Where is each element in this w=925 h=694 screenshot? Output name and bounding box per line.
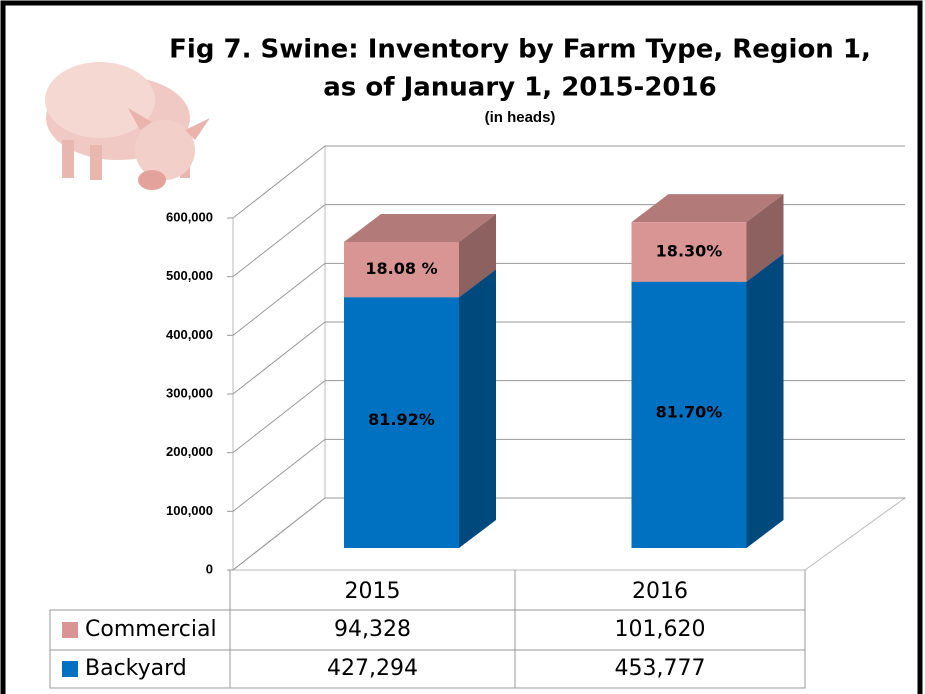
legend-label: Commercial (85, 617, 217, 642)
y-tick-label: 100,000 (166, 503, 213, 518)
data-label: 81.92% (368, 410, 435, 429)
x-tick-label: 2015 (345, 579, 401, 604)
bar-side (747, 254, 784, 548)
grid-line (233, 205, 905, 277)
table-cell: 453,777 (615, 656, 706, 681)
grid-line (233, 439, 905, 511)
grid-line (233, 146, 905, 218)
grid-line (233, 322, 905, 394)
y-tick-label: 300,000 (166, 385, 213, 400)
y-tick-label: 600,000 (166, 209, 213, 224)
page: {"chart_data": {"type": "bar3d_stacked",… (0, 0, 925, 694)
floor (233, 498, 905, 570)
legend-label: Backyard (85, 656, 187, 681)
chart-title: Fig 7. Swine: Inventory by Farm Type, Re… (169, 35, 871, 65)
pig-illustration (45, 62, 210, 190)
y-tick-label: 400,000 (166, 327, 213, 342)
legend-swatch (62, 622, 78, 638)
grid-line (233, 263, 905, 335)
grid-line (233, 381, 905, 453)
table-cell: 427,294 (327, 656, 418, 681)
grid-line (233, 498, 905, 570)
chart: Fig 7. Swine: Inventory by Farm Type, Re… (0, 0, 925, 694)
y-tick-label: 500,000 (166, 268, 213, 283)
data-label: 81.70% (656, 402, 723, 421)
table-cell: 101,620 (615, 617, 706, 642)
data-label: 18.08 % (365, 259, 437, 278)
chart-subtitle: (in heads) (485, 109, 556, 126)
legend-swatch (62, 661, 78, 677)
bar-side (459, 269, 496, 548)
x-tick-label: 2016 (632, 579, 688, 604)
data-label: 18.30% (656, 241, 723, 260)
y-tick-label: 0 (206, 561, 213, 576)
y-tick-label: 200,000 (166, 444, 213, 459)
table-cell: 94,328 (334, 617, 411, 642)
chart-title: as of January 1, 2015-2016 (323, 73, 716, 103)
